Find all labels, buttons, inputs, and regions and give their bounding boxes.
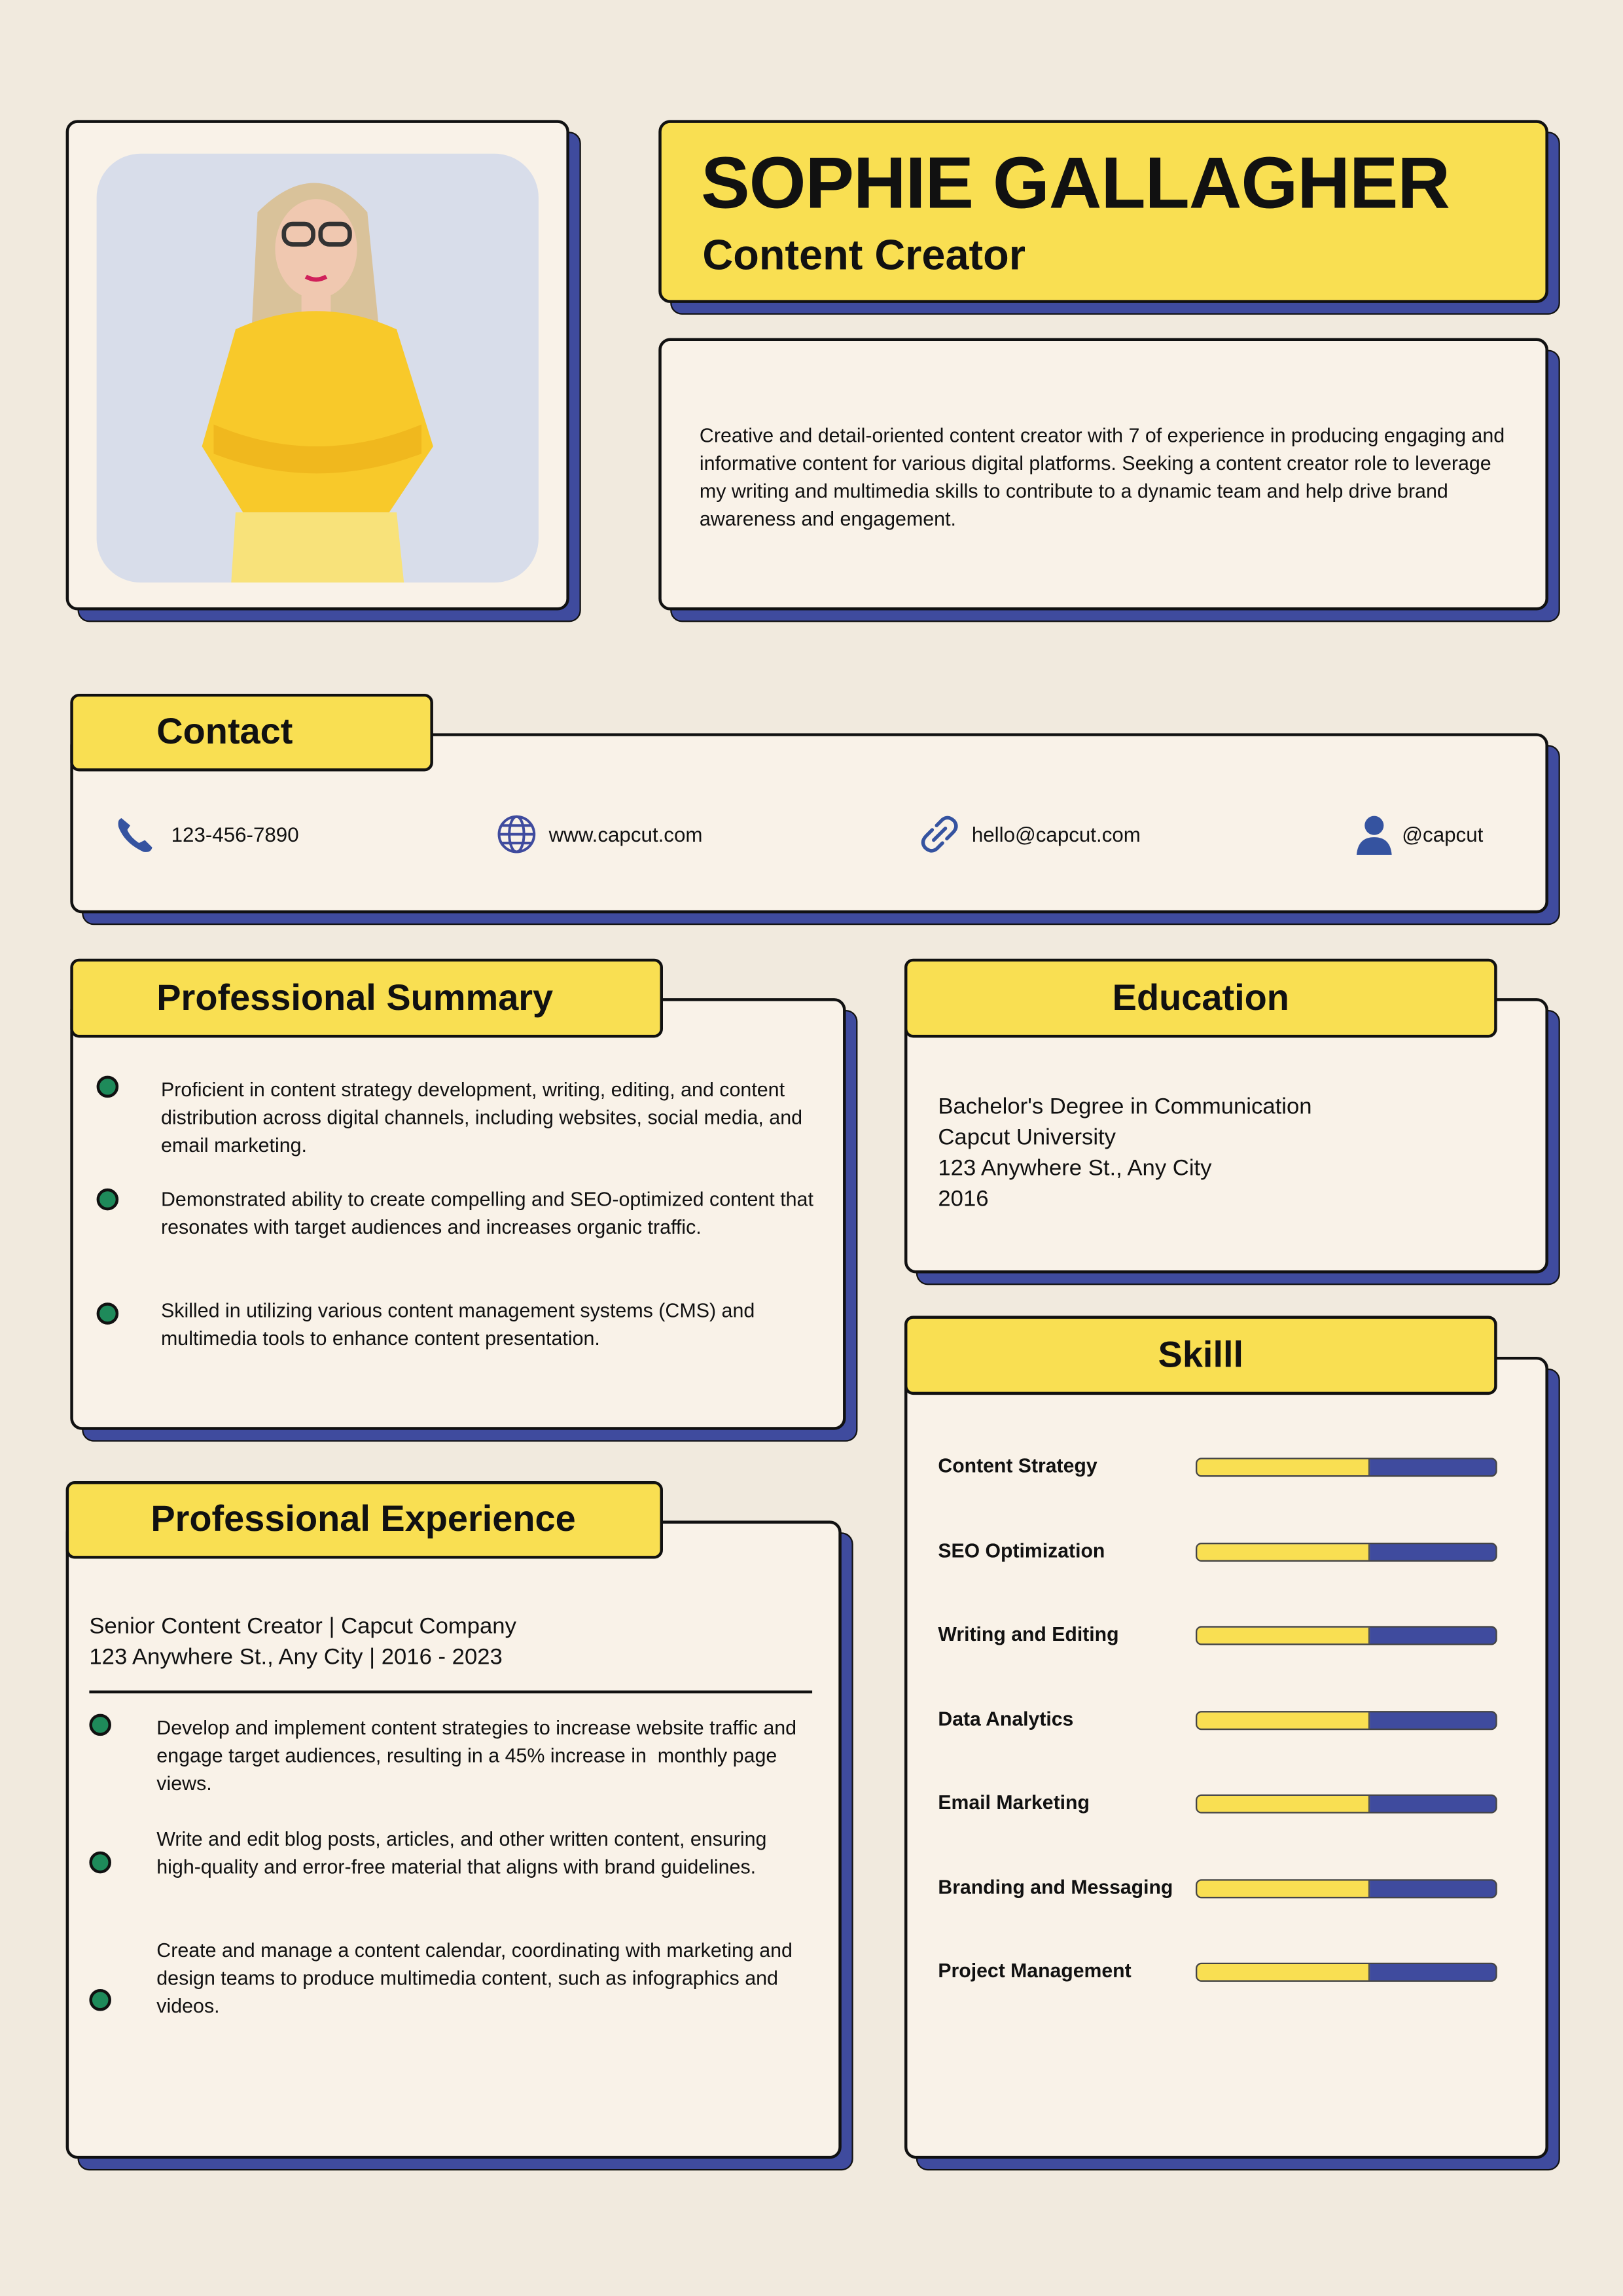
skills-card — [904, 1356, 1548, 2159]
user-icon — [1356, 816, 1392, 855]
skill-level-bar — [1195, 1794, 1497, 1814]
profile-photo — [96, 153, 539, 583]
skill-level-fill — [1197, 1880, 1370, 1896]
experience-card: Senior Content Creator | Capcut Company … — [65, 1520, 842, 2159]
contact-phone[interactable]: 123-456-7890 — [171, 822, 299, 846]
summary-heading: Professional Summary — [70, 958, 663, 1038]
education-heading: Education — [904, 958, 1497, 1038]
degree: Bachelor's Degree in Communication — [938, 1094, 1312, 1120]
name: SOPHIE GALLAGHER — [701, 141, 1450, 224]
bullet-icon — [89, 1713, 111, 1736]
job-role: Senior Content Creator | Capcut Company — [89, 1614, 516, 1640]
contact-email[interactable]: hello@capcut.com — [971, 822, 1141, 846]
photo-card — [65, 120, 569, 611]
skill-name: Email Marketing — [938, 1791, 1090, 1814]
contact-website[interactable]: www.capcut.com — [548, 822, 703, 846]
skill-name: Project Management — [938, 1960, 1132, 1982]
education-details: Bachelor's Degree in Communication Capcu… — [938, 1092, 1311, 1215]
skill-level-bar — [1195, 1962, 1497, 1982]
skill-name: Branding and Messaging — [938, 1875, 1173, 1898]
bullet-icon — [96, 1075, 119, 1098]
globe-icon — [497, 815, 536, 853]
school: Capcut University — [938, 1125, 1116, 1151]
experience-bullet: Develop and implement content strategies… — [156, 1717, 802, 1795]
skill-level-bar — [1195, 1878, 1497, 1898]
skill-name: Data Analytics — [938, 1707, 1074, 1730]
skill-level-bar — [1195, 1710, 1497, 1730]
summary-card — [70, 998, 846, 1430]
experience-bullet: Write and edit blog posts, articles, and… — [156, 1828, 767, 1878]
bullet-icon — [89, 1988, 111, 2011]
summary-bullet: Demonstrated ability to create compellin… — [160, 1188, 813, 1238]
skill-level-fill — [1197, 1627, 1370, 1644]
skills-heading: Skilll — [904, 1316, 1497, 1395]
contact-handle[interactable]: @capcut — [1402, 822, 1484, 846]
experience-heading: Professional Experience — [65, 1481, 663, 1559]
skill-level-fill — [1197, 1712, 1370, 1728]
skill-level-fill — [1197, 1459, 1370, 1476]
graduation-year: 2016 — [938, 1187, 989, 1212]
job-location: 123 Anywhere St., Any City | 2016 - 2023 — [89, 1645, 503, 1670]
skill-level-fill — [1197, 1795, 1370, 1812]
link-icon — [921, 816, 958, 853]
bullet-icon — [89, 1851, 111, 1874]
name-card: SOPHIE GALLAGHER Content Creator — [658, 120, 1548, 303]
phone-icon — [118, 818, 152, 852]
skill-level-bar — [1195, 1541, 1497, 1561]
contact-heading: Contact — [70, 693, 433, 772]
skill-level-fill — [1197, 1964, 1370, 1981]
divider — [89, 1690, 813, 1694]
bullet-icon — [96, 1302, 119, 1325]
profile-summary: Creative and detail-oriented content cre… — [699, 424, 1505, 530]
education-card: Bachelor's Degree in Communication Capcu… — [904, 998, 1548, 1274]
skill-name: Content Strategy — [938, 1454, 1097, 1477]
summary-bullet: Proficient in content strategy developme… — [160, 1079, 803, 1157]
job-title: Content Creator — [702, 232, 1026, 280]
skill-level-fill — [1197, 1543, 1370, 1560]
skill-level-bar — [1195, 1626, 1497, 1645]
skill-name: Writing and Editing — [938, 1623, 1119, 1645]
profile-card: Creative and detail-oriented content cre… — [658, 338, 1548, 611]
summary-bullet: Skilled in utilizing various content man… — [160, 1299, 755, 1350]
skill-level-bar — [1195, 1458, 1497, 1477]
skill-name: SEO Optimization — [938, 1539, 1105, 1561]
experience-bullet: Create and manage a content calendar, co… — [156, 1939, 793, 2017]
bullet-icon — [96, 1188, 119, 1211]
school-address: 123 Anywhere St., Any City — [938, 1156, 1212, 1181]
job-header: Senior Content Creator | Capcut Company … — [89, 1611, 516, 1673]
